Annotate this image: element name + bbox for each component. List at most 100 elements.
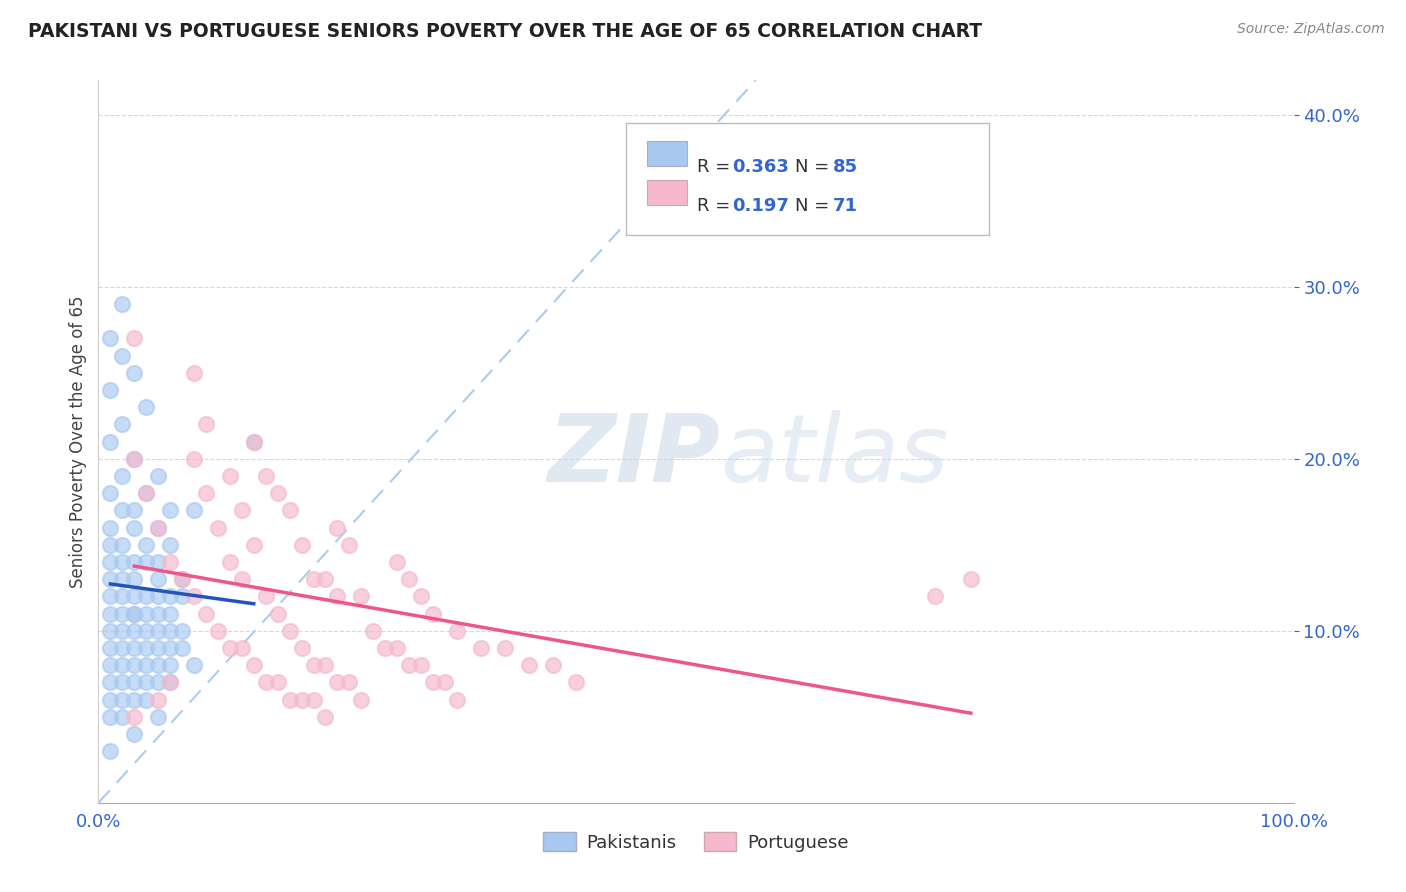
Point [124, 590, 146, 604]
Point [111, 658, 134, 673]
Point [148, 520, 170, 534]
Point [385, 640, 409, 655]
Point [124, 607, 146, 621]
Point [243, 658, 266, 673]
Point [111, 640, 134, 655]
Point [124, 520, 146, 534]
Point [172, 572, 194, 586]
Point [159, 658, 181, 673]
Point [98, 675, 122, 690]
Point [350, 692, 373, 706]
Point [124, 727, 146, 741]
Point [124, 451, 146, 466]
Point [98, 640, 122, 655]
Point [291, 538, 314, 552]
Point [159, 624, 181, 638]
Point [446, 624, 468, 638]
Point [98, 555, 122, 569]
Point [172, 572, 194, 586]
Point [267, 675, 290, 690]
Text: 85: 85 [832, 158, 858, 176]
Point [183, 590, 205, 604]
Point [278, 624, 301, 638]
Point [924, 590, 946, 604]
Point [183, 451, 205, 466]
Point [159, 640, 181, 655]
Point [98, 331, 122, 345]
Point [159, 675, 181, 690]
Y-axis label: Seniors Poverty Over the Age of 65: Seniors Poverty Over the Age of 65 [69, 295, 87, 588]
Point [124, 640, 146, 655]
Point [111, 590, 134, 604]
Point [98, 624, 122, 638]
Point [124, 572, 146, 586]
Point [219, 469, 242, 483]
Point [148, 640, 170, 655]
Point [98, 486, 122, 500]
Point [434, 675, 457, 690]
Point [207, 624, 229, 638]
Point [111, 469, 134, 483]
Point [159, 538, 181, 552]
Point [148, 675, 170, 690]
Point [111, 417, 134, 432]
Point [111, 692, 134, 706]
Point [278, 503, 301, 517]
Point [159, 675, 181, 690]
Text: R =: R = [697, 197, 735, 215]
Point [148, 520, 170, 534]
Point [350, 590, 373, 604]
Point [124, 503, 146, 517]
Point [565, 675, 588, 690]
Point [124, 710, 146, 724]
Point [111, 555, 134, 569]
Point [111, 503, 134, 517]
Point [172, 624, 194, 638]
Point [98, 590, 122, 604]
Point [98, 434, 122, 449]
Point [135, 675, 157, 690]
Point [494, 640, 516, 655]
Text: 0.197: 0.197 [731, 197, 789, 215]
Point [148, 658, 170, 673]
Point [517, 658, 540, 673]
Point [135, 624, 157, 638]
Point [960, 572, 983, 586]
Point [98, 607, 122, 621]
Point [339, 538, 361, 552]
Point [291, 692, 314, 706]
Point [98, 744, 122, 758]
Text: atlas: atlas [720, 410, 948, 501]
Point [124, 555, 146, 569]
Point [219, 640, 242, 655]
Point [422, 675, 444, 690]
Point [135, 486, 157, 500]
Point [231, 572, 253, 586]
Point [278, 692, 301, 706]
Point [159, 607, 181, 621]
Point [148, 710, 170, 724]
Point [148, 590, 170, 604]
Point [135, 538, 157, 552]
Point [148, 692, 170, 706]
Text: Source: ZipAtlas.com: Source: ZipAtlas.com [1237, 22, 1385, 37]
Point [148, 469, 170, 483]
Point [315, 658, 337, 673]
Point [135, 400, 157, 414]
Text: R =: R = [697, 158, 735, 176]
Point [111, 624, 134, 638]
Point [315, 572, 337, 586]
Point [398, 572, 420, 586]
Point [363, 624, 385, 638]
Point [148, 624, 170, 638]
Point [422, 607, 444, 621]
Point [183, 503, 205, 517]
Text: 71: 71 [832, 197, 858, 215]
Point [135, 692, 157, 706]
Point [98, 572, 122, 586]
Point [267, 607, 290, 621]
Point [111, 538, 134, 552]
Text: N =: N = [796, 197, 835, 215]
Point [302, 658, 325, 673]
Point [98, 692, 122, 706]
